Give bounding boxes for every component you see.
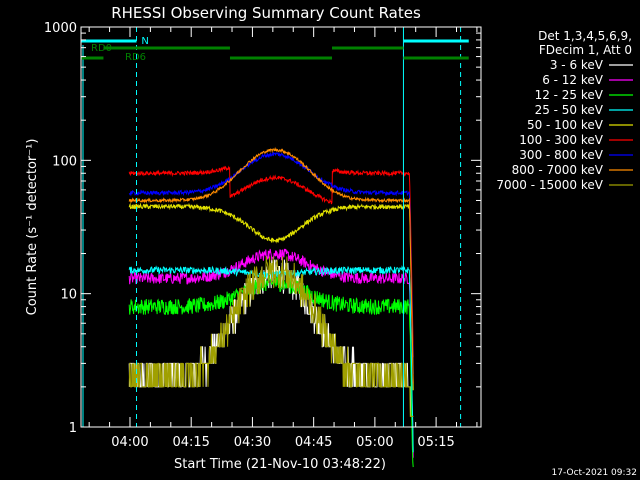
y-tick-label: 1000 xyxy=(44,21,77,36)
series-50-100-kev xyxy=(128,202,414,391)
legend-label: 7000 - 15000 keV xyxy=(496,178,603,192)
night-label: N xyxy=(141,36,148,47)
y-axis-label: Count Rate (s⁻¹ detector⁻¹) xyxy=(25,139,40,316)
series-line xyxy=(128,151,414,374)
series-line xyxy=(128,256,414,417)
series-300-800-kev xyxy=(128,151,414,374)
legend-label: 3 - 6 keV xyxy=(550,58,604,72)
legend-header-line-2: FDecim 1, Att 0 xyxy=(539,43,632,57)
x-tick-label: 04:45 xyxy=(295,435,332,450)
y-tick-label: 10 xyxy=(60,288,77,303)
series-800-7000-kev xyxy=(128,146,414,384)
legend-label: 25 - 50 keV xyxy=(535,103,604,117)
x-axis-label: Start Time (21-Nov-10 03:48:22) xyxy=(174,457,386,472)
legend-label: 12 - 25 keV xyxy=(535,88,604,102)
x-tick-label: 05:00 xyxy=(356,435,393,450)
series-line xyxy=(128,165,414,358)
x-tick-label: 05:15 xyxy=(417,435,454,450)
plot-area: N RD0 RD6 xyxy=(81,27,469,468)
legend-label: 100 - 300 keV xyxy=(519,133,603,147)
series-line xyxy=(128,146,414,384)
rd6-label: RD6 xyxy=(125,52,146,63)
y-tick-label: 1 xyxy=(69,421,77,436)
y-tick-label: 100 xyxy=(52,154,77,169)
legend-label: 50 - 100 keV xyxy=(527,118,604,132)
legend-header-line-1: Det 1,3,4,5,6,9, xyxy=(538,29,632,43)
x-tick-label: 04:15 xyxy=(172,435,209,450)
x-tick-label: 04:00 xyxy=(111,435,148,450)
y-axis: 1 10 100 1000 xyxy=(44,21,481,436)
legend: Det 1,3,4,5,6,9, FDecim 1, Att 0 3 - 6 k… xyxy=(496,29,633,192)
rd0-label: RD0 xyxy=(91,43,112,54)
series-line xyxy=(128,248,414,458)
series-7000-15000-kev xyxy=(128,256,414,417)
plot-frame xyxy=(80,26,482,428)
chart-title: RHESSI Observing Summary Count Rates xyxy=(111,4,421,22)
legend-label: 800 - 7000 keV xyxy=(512,163,604,177)
legend-label: 6 - 12 keV xyxy=(542,73,604,87)
series-line xyxy=(128,202,414,391)
legend-label: 300 - 800 keV xyxy=(519,148,603,162)
series-100-300-kev xyxy=(128,165,414,358)
x-axis: 04:00 04:15 04:30 04:45 05:00 05:15 xyxy=(88,27,478,450)
series-6-12-kev xyxy=(128,248,414,458)
footer-timestamp: 17-Oct-2021 09:32 xyxy=(552,468,637,478)
x-tick-label: 04:30 xyxy=(234,435,271,450)
